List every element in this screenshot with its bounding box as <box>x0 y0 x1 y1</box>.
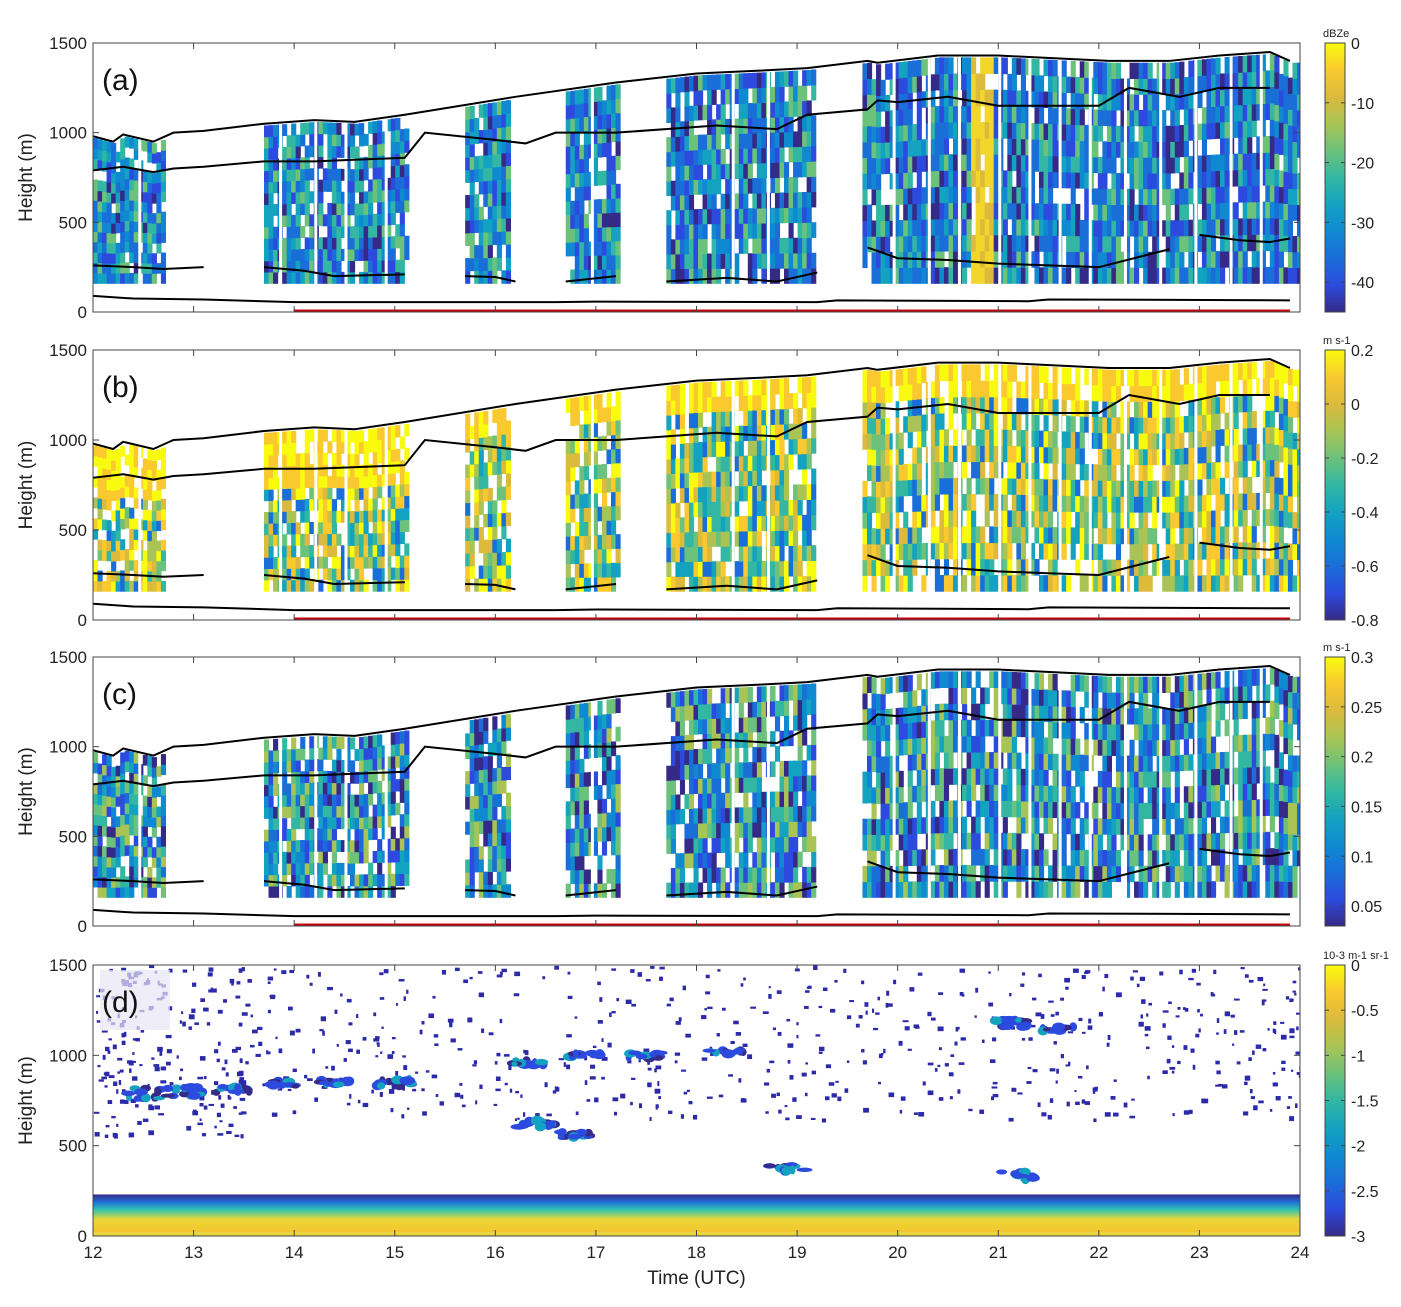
y-tick-label: 500 <box>59 827 87 846</box>
y-tick-label: 0 <box>78 611 87 630</box>
colorbar-tick-label: 0 <box>1351 397 1360 414</box>
y-axis-label: Height (m) <box>16 1056 37 1145</box>
colorbar-c <box>1324 656 1346 927</box>
panel-b: 0 500 1000 1500 Height (m) (b) 0.2 0 -0.2 -0.4 -0.… <box>16 335 1379 630</box>
colorbar-tick-label: 0.2 <box>1351 343 1373 360</box>
panel-a: 0 500 1000 1500 Height (m) (a) 0 -10 -20 -30 -40 dB… <box>16 28 1374 322</box>
x-axis-label: Time (UTC) <box>647 1268 746 1289</box>
x-tick-label: 17 <box>586 1243 605 1262</box>
colorbar-unit: dBZe <box>1323 28 1349 40</box>
colorbar-a <box>1324 42 1346 313</box>
plot-area-a <box>93 43 1300 312</box>
colorbar-tick-label: -0.8 <box>1351 613 1379 630</box>
colorbar-tick-label: -2.5 <box>1351 1184 1379 1201</box>
y-tick-label: 1500 <box>49 341 87 360</box>
y-tick-label: 500 <box>59 213 87 232</box>
y-axis-label: Height (m) <box>16 441 37 530</box>
colorbar-tick-label: -20 <box>1351 156 1374 173</box>
colorbar-tick-label: 0 <box>1351 36 1360 53</box>
plot-area-c <box>93 657 1300 926</box>
line-cloud-top <box>93 664 1291 757</box>
panel-d: 0 500 1000 1500 12 13 14 15 16 17 18 19 20 21 22 23 24 He… <box>16 950 1389 1289</box>
colorbar-tick-label: 0 <box>1351 958 1360 975</box>
line-cloud-base <box>93 847 1291 897</box>
panel-label: (b) <box>102 371 139 404</box>
x-tick-label: 18 <box>687 1243 706 1262</box>
y-tick-label: 0 <box>78 1227 87 1246</box>
colorbar-b <box>1324 349 1346 621</box>
plot-area-d <box>93 965 1300 1236</box>
plot-area-b <box>93 350 1300 620</box>
colorbar-tick-label: -1.5 <box>1351 1094 1379 1111</box>
colorbar-tick-label: -0.2 <box>1351 451 1379 468</box>
y-tick-label: 1000 <box>49 124 87 143</box>
y-tick-label: 0 <box>78 917 87 936</box>
y-axis-label: Height (m) <box>16 133 37 222</box>
y-tick-label: 500 <box>59 1137 87 1156</box>
line-cloud-base <box>93 233 1291 283</box>
panel-c: 0 500 1000 1500 Height (m) (c) 0.3 0.25 0.2 0.15 0… <box>16 642 1382 936</box>
colorbar-unit: m s-1 <box>1323 335 1351 347</box>
panel-label: (d) <box>102 986 139 1019</box>
colorbar-tick-label: 0.05 <box>1351 899 1382 916</box>
x-tick-label: 12 <box>84 1243 103 1262</box>
colorbar-tick-label: -0.5 <box>1351 1003 1379 1020</box>
y-tick-label: 0 <box>78 303 87 322</box>
y-tick-label: 500 <box>59 521 87 540</box>
line-surface <box>93 602 1290 612</box>
panel-label: (c) <box>102 678 137 711</box>
colorbar-unit: m s-1 <box>1323 642 1351 654</box>
line-cloud-base <box>93 541 1291 591</box>
surface-layer <box>93 1194 1300 1233</box>
colorbar-tick-label: -1 <box>1351 1048 1365 1065</box>
colorbar-tick-label: 0.3 <box>1351 650 1373 667</box>
y-axis-label: Height (m) <box>16 747 37 836</box>
colorbar-tick-label: -0.6 <box>1351 559 1379 576</box>
line-inversion <box>93 700 1270 788</box>
y-tick-label: 1500 <box>49 34 87 53</box>
colorbar-tick-label: 0.1 <box>1351 849 1373 866</box>
colorbar-tick-label: -3 <box>1351 1229 1365 1246</box>
colorbar-tick-label: -30 <box>1351 215 1374 232</box>
line-surface <box>93 908 1290 918</box>
line-surface <box>93 294 1290 304</box>
line-inversion <box>93 393 1270 481</box>
x-tick-label: 14 <box>285 1243 304 1262</box>
y-tick-label: 1000 <box>49 1046 87 1065</box>
x-tick-label: 16 <box>486 1243 505 1262</box>
x-tick-label: 21 <box>989 1243 1008 1262</box>
colorbar-tick-label: 0.15 <box>1351 799 1382 816</box>
line-cloud-top <box>93 357 1291 451</box>
x-tick-label: 22 <box>1089 1243 1108 1262</box>
colorbar-tick-label: -0.4 <box>1351 505 1379 522</box>
x-tick-label: 19 <box>788 1243 807 1262</box>
colorbar-tick-label: -10 <box>1351 96 1374 113</box>
panel-label: (a) <box>102 64 139 97</box>
y-tick-label: 1500 <box>49 956 87 975</box>
y-tick-label: 1000 <box>49 738 87 757</box>
line-cloud-top <box>93 50 1291 143</box>
colorbar-tick-label: 0.2 <box>1351 750 1373 767</box>
colorbar-tick-label: -40 <box>1351 275 1374 292</box>
x-tick-label: 23 <box>1190 1243 1209 1262</box>
colorbar-unit: 10-3 m-1 sr-1 <box>1323 950 1389 962</box>
colorbar-tick-label: -2 <box>1351 1139 1365 1156</box>
y-tick-label: 1500 <box>49 648 87 667</box>
x-tick-label: 15 <box>385 1243 404 1262</box>
y-tick-label: 1000 <box>49 431 87 450</box>
colorbar-tick-label: 0.25 <box>1351 700 1382 717</box>
line-inversion <box>93 86 1270 174</box>
x-tick-label: 20 <box>888 1243 907 1262</box>
x-tick-label: 24 <box>1291 1243 1310 1262</box>
x-tick-label: 13 <box>184 1243 203 1262</box>
